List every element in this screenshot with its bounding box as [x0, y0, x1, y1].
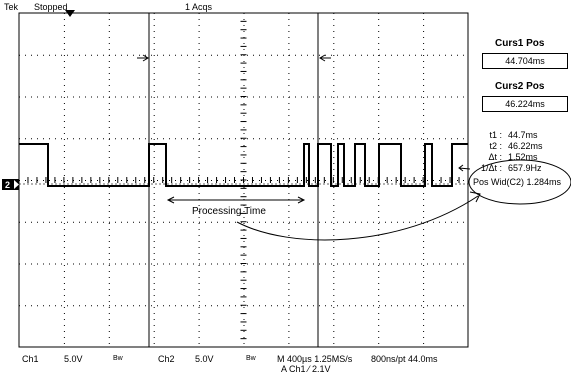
cursor-1-arrow — [137, 54, 149, 62]
processing-time-arrow — [166, 196, 306, 204]
curs1-pos-title: Curs1 Pos — [495, 38, 545, 49]
acquisition-count: 1 Acqs — [185, 2, 213, 12]
graticule-ticks — [18, 12, 460, 340]
ch1-scale: 5.0V — [64, 354, 83, 364]
ch2-ground-marker — [2, 179, 19, 190]
annotation-curve — [236, 195, 479, 241]
cursor-2-arrow — [319, 54, 331, 62]
cursor-readout: t1 :44.7ms t2 :46.22ms Δt :1.52ms 1/Δt :… — [474, 130, 543, 174]
brand-label: Tek — [4, 2, 19, 12]
ch2-waveform — [19, 143, 468, 187]
ch1-label: Ch1 — [22, 354, 39, 364]
annotation-curve-arrowhead-icon — [469, 191, 481, 203]
run-state-label: Stopped — [34, 2, 68, 12]
pos-width-measurement: Pos Wid(C2) 1.284ms — [473, 177, 562, 187]
readout-pointer-arrow-icon — [458, 164, 471, 172]
readout-row: t1 :44.7ms — [489, 130, 538, 140]
curs2-pos-value[interactable]: 46.224ms — [482, 96, 568, 112]
measurement-highlight-ellipse — [468, 159, 571, 205]
trigger-position-marker — [65, 10, 75, 17]
readout-row: 1/Δt :657.9Hz — [480, 163, 542, 173]
readout-row: Δt :1.52ms — [488, 152, 538, 162]
ch1-bw-label: Bw — [113, 355, 123, 362]
ch2-scale: 5.0V — [195, 354, 214, 364]
curs2-pos-title: Curs2 Pos — [495, 81, 545, 92]
ch2-label: Ch2 — [158, 354, 175, 364]
record-length-readout: 800ns/pt 44.0ms — [371, 354, 438, 364]
processing-time-label: Processing Time — [192, 206, 266, 217]
curs1-pos-value[interactable]: 44.704ms — [482, 53, 568, 69]
timebase-readout: M 400µs 1.25MS/s — [277, 354, 353, 364]
trigger-readout: A Ch1 ⁄ 2.1V — [281, 364, 331, 374]
ch2-bw-label: Bw — [246, 355, 256, 362]
ch2-ground-arrow-icon — [14, 180, 19, 189]
graticule-grid — [19, 13, 464, 344]
readout-row: t2 :46.22ms — [489, 141, 543, 151]
ch2-marker-label: 2 — [5, 180, 11, 190]
